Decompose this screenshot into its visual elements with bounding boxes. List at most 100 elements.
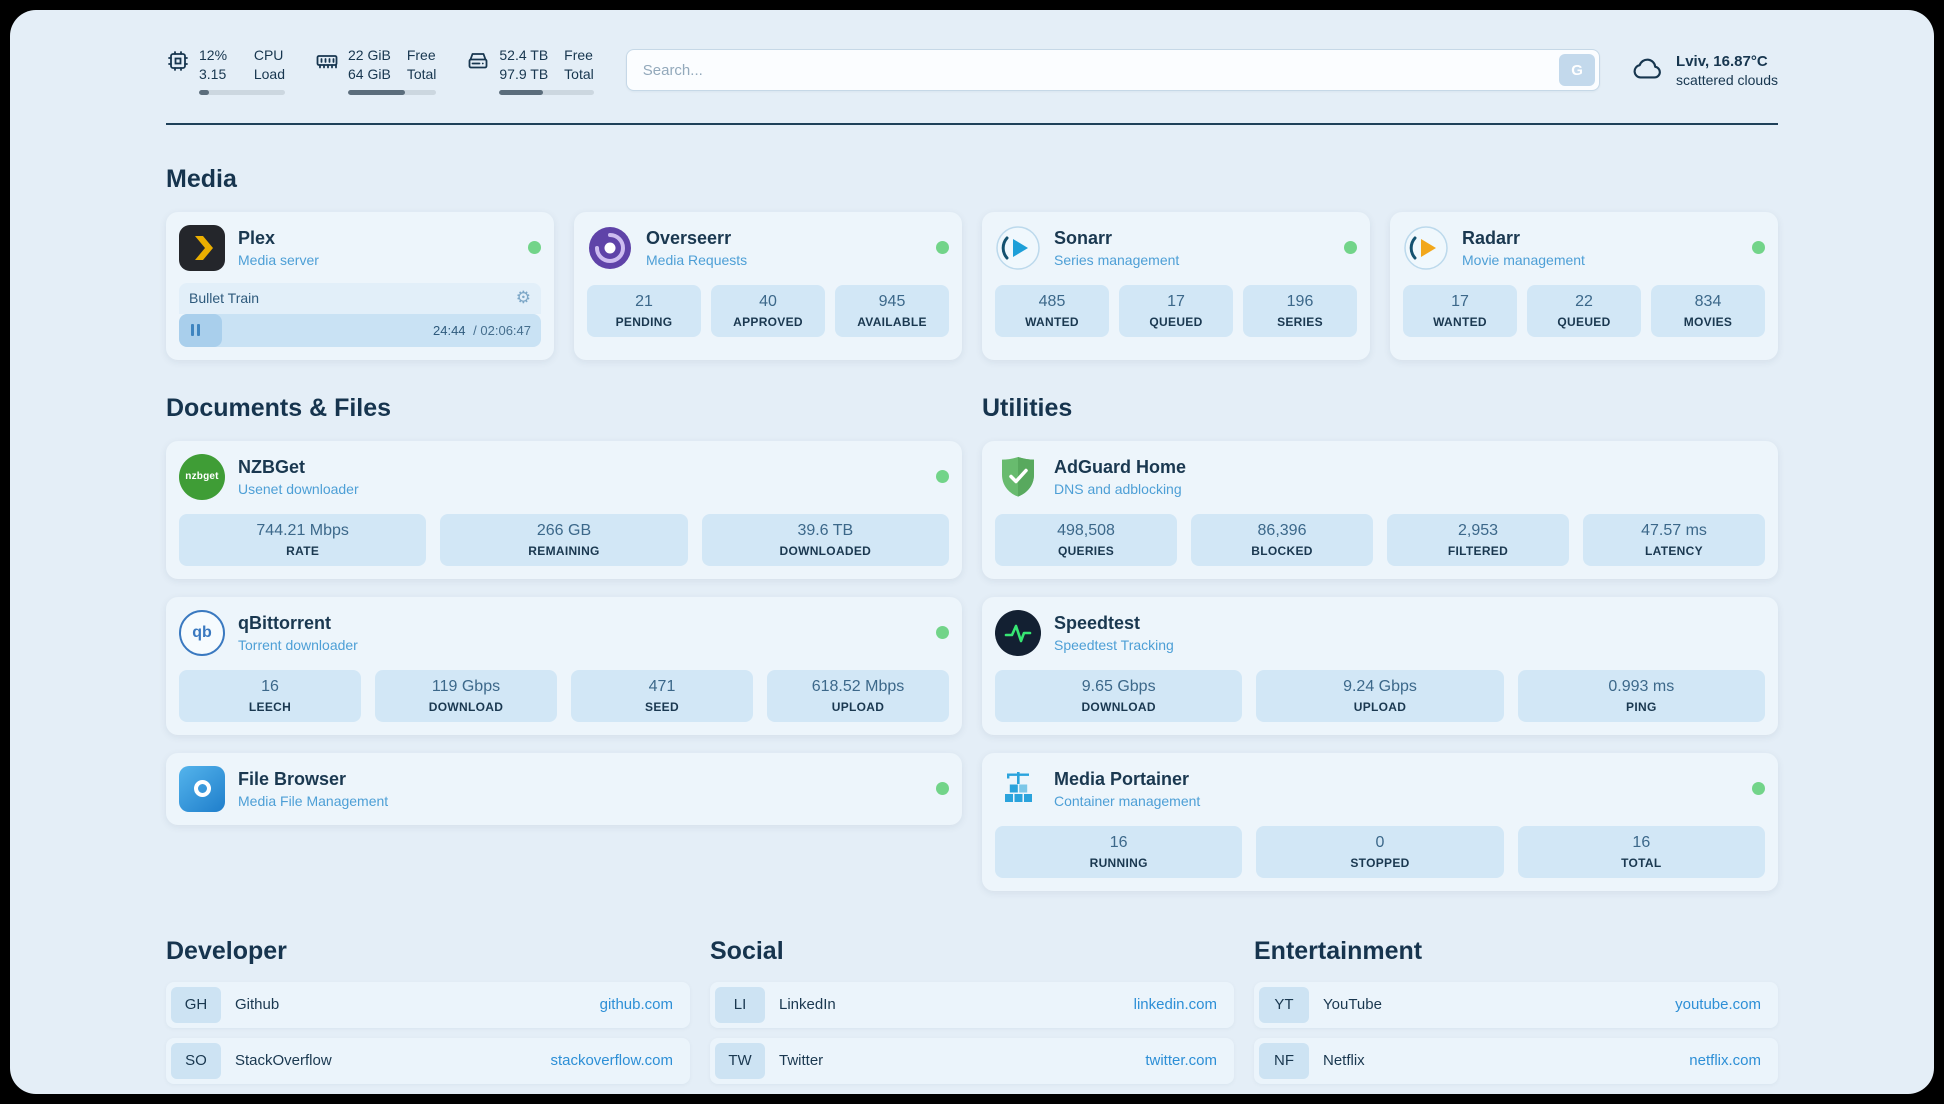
bookmark-abbr: NF xyxy=(1259,1042,1309,1079)
app-name: Plex xyxy=(238,227,276,248)
section-title-entertainment: Entertainment xyxy=(1254,936,1423,965)
bookmark-linkedin[interactable]: LI LinkedIn linkedin.com xyxy=(710,981,1234,1028)
nzbget-icon: nzbget xyxy=(179,453,225,500)
weather-condition: scattered clouds xyxy=(1676,71,1778,88)
app-card-sonarr[interactable]: Sonarr Series management 485 WANTED 17 QUE… xyxy=(982,211,1370,360)
section-title-documents: Documents & Files xyxy=(166,393,392,422)
qbittorrent-icon: qb xyxy=(179,609,225,656)
bookmark-url: netflix.com xyxy=(1689,1052,1761,1070)
bookmarks-entertainment: Entertainment YT YouTube youtube.com NF … xyxy=(1254,909,1778,1094)
app-card-adguard[interactable]: AdGuard Home DNS and adblocking 498,508 Q… xyxy=(982,440,1778,579)
stat-box: 86,396 BLOCKED xyxy=(1191,513,1373,566)
bookmark-netflix[interactable]: NF Netflix netflix.com xyxy=(1254,1037,1778,1084)
app-subtitle: Torrent downloader xyxy=(238,636,358,653)
bookmark-youtube[interactable]: YT YouTube youtube.com xyxy=(1254,981,1778,1028)
bookmark-stackoverflow[interactable]: SO StackOverflow stackoverflow.com xyxy=(166,1037,690,1084)
bookmark-url: stackoverflow.com xyxy=(550,1052,673,1070)
app-name: Speedtest xyxy=(1054,612,1141,633)
app-card-speedtest[interactable]: Speedtest Speedtest Tracking 9.65 Gbps DO… xyxy=(982,596,1778,735)
disk-total-value: 97.9 TB xyxy=(499,65,549,82)
playback-progress-bar[interactable]: 24:44 / 02:06:47 xyxy=(179,313,541,347)
stat-box: 945 AVAILABLE xyxy=(835,284,949,337)
ram-icon xyxy=(315,46,339,95)
cpu-label: CPU xyxy=(253,47,284,63)
app-name: NZBGet xyxy=(238,456,305,477)
search-input[interactable] xyxy=(625,49,1601,92)
stat-box: 47.57 ms LATENCY xyxy=(1583,513,1765,566)
status-dot xyxy=(1752,241,1765,255)
app-name: Sonarr xyxy=(1054,227,1113,248)
app-subtitle: Container management xyxy=(1054,792,1201,809)
section-title-social: Social xyxy=(710,936,784,965)
bookmark-url: youtube.com xyxy=(1675,996,1761,1014)
stat-box: 2,953 FILTERED xyxy=(1387,513,1569,566)
app-card-filebrowser[interactable]: File Browser Media File Management xyxy=(166,752,962,825)
weather-widget: Lviv, 16.87°C scattered clouds xyxy=(1632,53,1778,88)
stat-box: 16 RUNNING xyxy=(995,825,1243,878)
stat-box: 744.21 Mbps RATE xyxy=(179,513,427,566)
disk-widget: 52.4 TB 97.9 TB Free Total xyxy=(466,46,594,95)
bookmark-name: Twitter xyxy=(779,1052,824,1070)
stat-box: 618.52 Mbps UPLOAD xyxy=(767,669,949,722)
disk-free-label: Free xyxy=(564,47,593,63)
stat-box: 16 TOTAL xyxy=(1517,825,1765,878)
bookmark-name: Github xyxy=(235,996,280,1014)
status-dot xyxy=(1752,782,1765,796)
disk-free-value: 52.4 TB xyxy=(499,47,549,63)
media-section: Media Plex Media server Bullet Train xyxy=(166,165,1778,360)
playback-time-total: / 02:06:47 xyxy=(473,322,531,338)
dashboard-frame: 12% 3.15 CPU Load xyxy=(10,10,1934,1094)
bookmark-abbr: GH xyxy=(171,986,221,1023)
search-bar: G xyxy=(625,49,1601,92)
weather-location: Lviv, 16.87°C xyxy=(1676,52,1768,70)
topbar: 12% 3.15 CPU Load xyxy=(166,46,1778,95)
disk-total-label: Total xyxy=(564,65,594,82)
stat-box: 196 SERIES xyxy=(1243,284,1357,337)
app-card-portainer[interactable]: Media Portainer Container management 16 R… xyxy=(982,752,1778,891)
section-title-media: Media xyxy=(166,164,237,193)
status-dot xyxy=(936,626,949,640)
memory-free-label: Free xyxy=(406,47,436,63)
status-dot xyxy=(528,241,541,255)
stat-box: 39.6 TB DOWNLOADED xyxy=(701,513,949,566)
app-card-qbittorrent[interactable]: qb qBittorrent Torrent downloader 16 LEEC… xyxy=(166,596,962,735)
bookmark-abbr: TW xyxy=(715,1042,765,1079)
gear-icon[interactable]: ⚙ xyxy=(515,287,531,308)
search-engine-button[interactable]: G xyxy=(1559,54,1596,87)
app-subtitle: Media Requests xyxy=(646,251,748,268)
stat-box: 471 SEED xyxy=(571,669,753,722)
bookmark-name: Netflix xyxy=(1323,1052,1365,1070)
stat-box: 485 WANTED xyxy=(995,284,1109,337)
status-dot xyxy=(936,470,949,484)
stat-box: 22 QUEUED xyxy=(1527,284,1641,337)
memory-total-label: Total xyxy=(406,65,437,82)
stat-box: 16 LEECH xyxy=(179,669,361,722)
app-name: File Browser xyxy=(238,768,347,789)
app-name: Overseerr xyxy=(646,227,732,248)
cpu-widget: 12% 3.15 CPU Load xyxy=(166,46,285,95)
bookmark-name: StackOverflow xyxy=(235,1052,332,1070)
cpu-load-average: 3.15 xyxy=(199,65,227,82)
overseerr-icon xyxy=(587,225,633,271)
cpu-usage-percent: 12% xyxy=(199,47,228,63)
bookmark-github[interactable]: GH Github github.com xyxy=(166,981,690,1028)
documents-column: Documents & Files nzbget NZBGet Usenet d… xyxy=(166,360,962,843)
status-dot xyxy=(936,782,949,796)
app-card-overseerr[interactable]: Overseerr Media Requests 21 PENDING 40 APP… xyxy=(574,211,962,360)
radarr-icon xyxy=(1403,225,1449,271)
stat-box: 9.65 Gbps DOWNLOAD xyxy=(995,669,1243,722)
plex-icon xyxy=(179,224,225,271)
bookmark-twitter[interactable]: TW Twitter twitter.com xyxy=(710,1037,1234,1084)
app-card-radarr[interactable]: Radarr Movie management 17 WANTED 22 QUEUE… xyxy=(1390,211,1778,360)
cpu-chip-icon xyxy=(166,46,190,95)
stat-box: 17 WANTED xyxy=(1403,284,1517,337)
playback-progress-fill xyxy=(179,313,223,347)
stat-box: 21 PENDING xyxy=(587,284,701,337)
app-card-nzbget[interactable]: nzbget NZBGet Usenet downloader 744.21 M… xyxy=(166,440,962,579)
app-subtitle: Usenet downloader xyxy=(238,480,359,497)
app-name: Media Portainer xyxy=(1054,768,1190,789)
app-card-plex[interactable]: Plex Media server Bullet Train ⚙ 24:44 xyxy=(166,211,554,360)
stat-box: 40 APPROVED xyxy=(711,284,825,337)
app-subtitle: Media server xyxy=(238,251,319,268)
pause-icon[interactable] xyxy=(191,324,200,337)
